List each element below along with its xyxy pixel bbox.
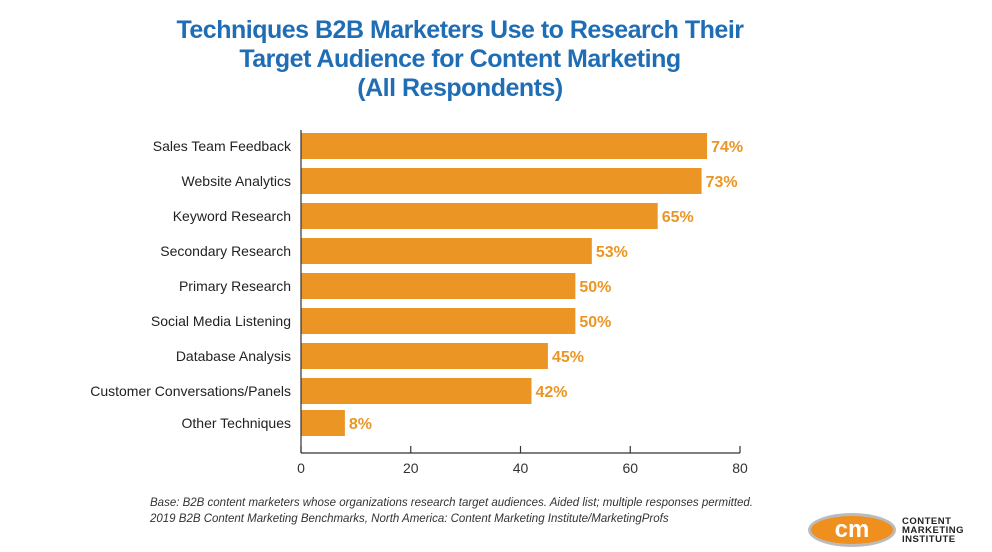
x-tick-label: 20: [403, 460, 419, 476]
bar: [301, 133, 708, 159]
category-label: Secondary Research: [160, 243, 291, 259]
bar: [301, 203, 658, 229]
x-tick-label: 60: [622, 460, 638, 476]
category-label: Keyword Research: [173, 208, 291, 224]
bar: [301, 168, 702, 194]
category-label: Sales Team Feedback: [153, 138, 292, 154]
title-line: (All Respondents): [357, 74, 563, 102]
bar: [301, 273, 576, 299]
cmi-logo: cm CONTENT MARKETING INSTITUTE: [808, 513, 964, 547]
footnote-source: 2019 B2B Content Marketing Benchmarks, N…: [150, 513, 669, 525]
data-label: 45%: [552, 349, 584, 366]
logo-mark: cm: [808, 513, 896, 547]
bar: [301, 378, 532, 404]
title-line: Techniques B2B Marketers Use to Research…: [176, 16, 744, 44]
category-label: Website Analytics: [182, 173, 291, 189]
category-label: Primary Research: [179, 278, 291, 294]
category-label: Database Analysis: [176, 348, 291, 364]
title-line: Target Audience for Content Marketing: [239, 45, 681, 73]
bar: [301, 410, 345, 436]
x-tick-label: 0: [297, 460, 305, 476]
data-label: 74%: [711, 139, 743, 156]
category-label: Customer Conversations/Panels: [90, 383, 291, 399]
bar: [301, 343, 548, 369]
data-label: 53%: [596, 244, 628, 261]
bar: [301, 308, 576, 334]
data-label: 50%: [579, 279, 611, 296]
data-label: 42%: [535, 384, 567, 401]
category-label: Other Techniques: [182, 415, 291, 431]
data-label: 50%: [579, 314, 611, 331]
footnote-base: Base: B2B content marketers whose organi…: [150, 497, 753, 509]
category-label: Social Media Listening: [151, 313, 291, 329]
logo-text: CONTENT MARKETING INSTITUTE: [902, 515, 965, 545]
x-tick-label: 80: [732, 460, 748, 476]
data-label: 8%: [349, 416, 372, 433]
bar: [301, 238, 592, 264]
data-label: 65%: [662, 209, 694, 226]
chart-title: Techniques B2B Marketers Use to Research…: [0, 16, 920, 103]
data-label: 73%: [706, 174, 738, 191]
x-tick-label: 40: [513, 460, 529, 476]
